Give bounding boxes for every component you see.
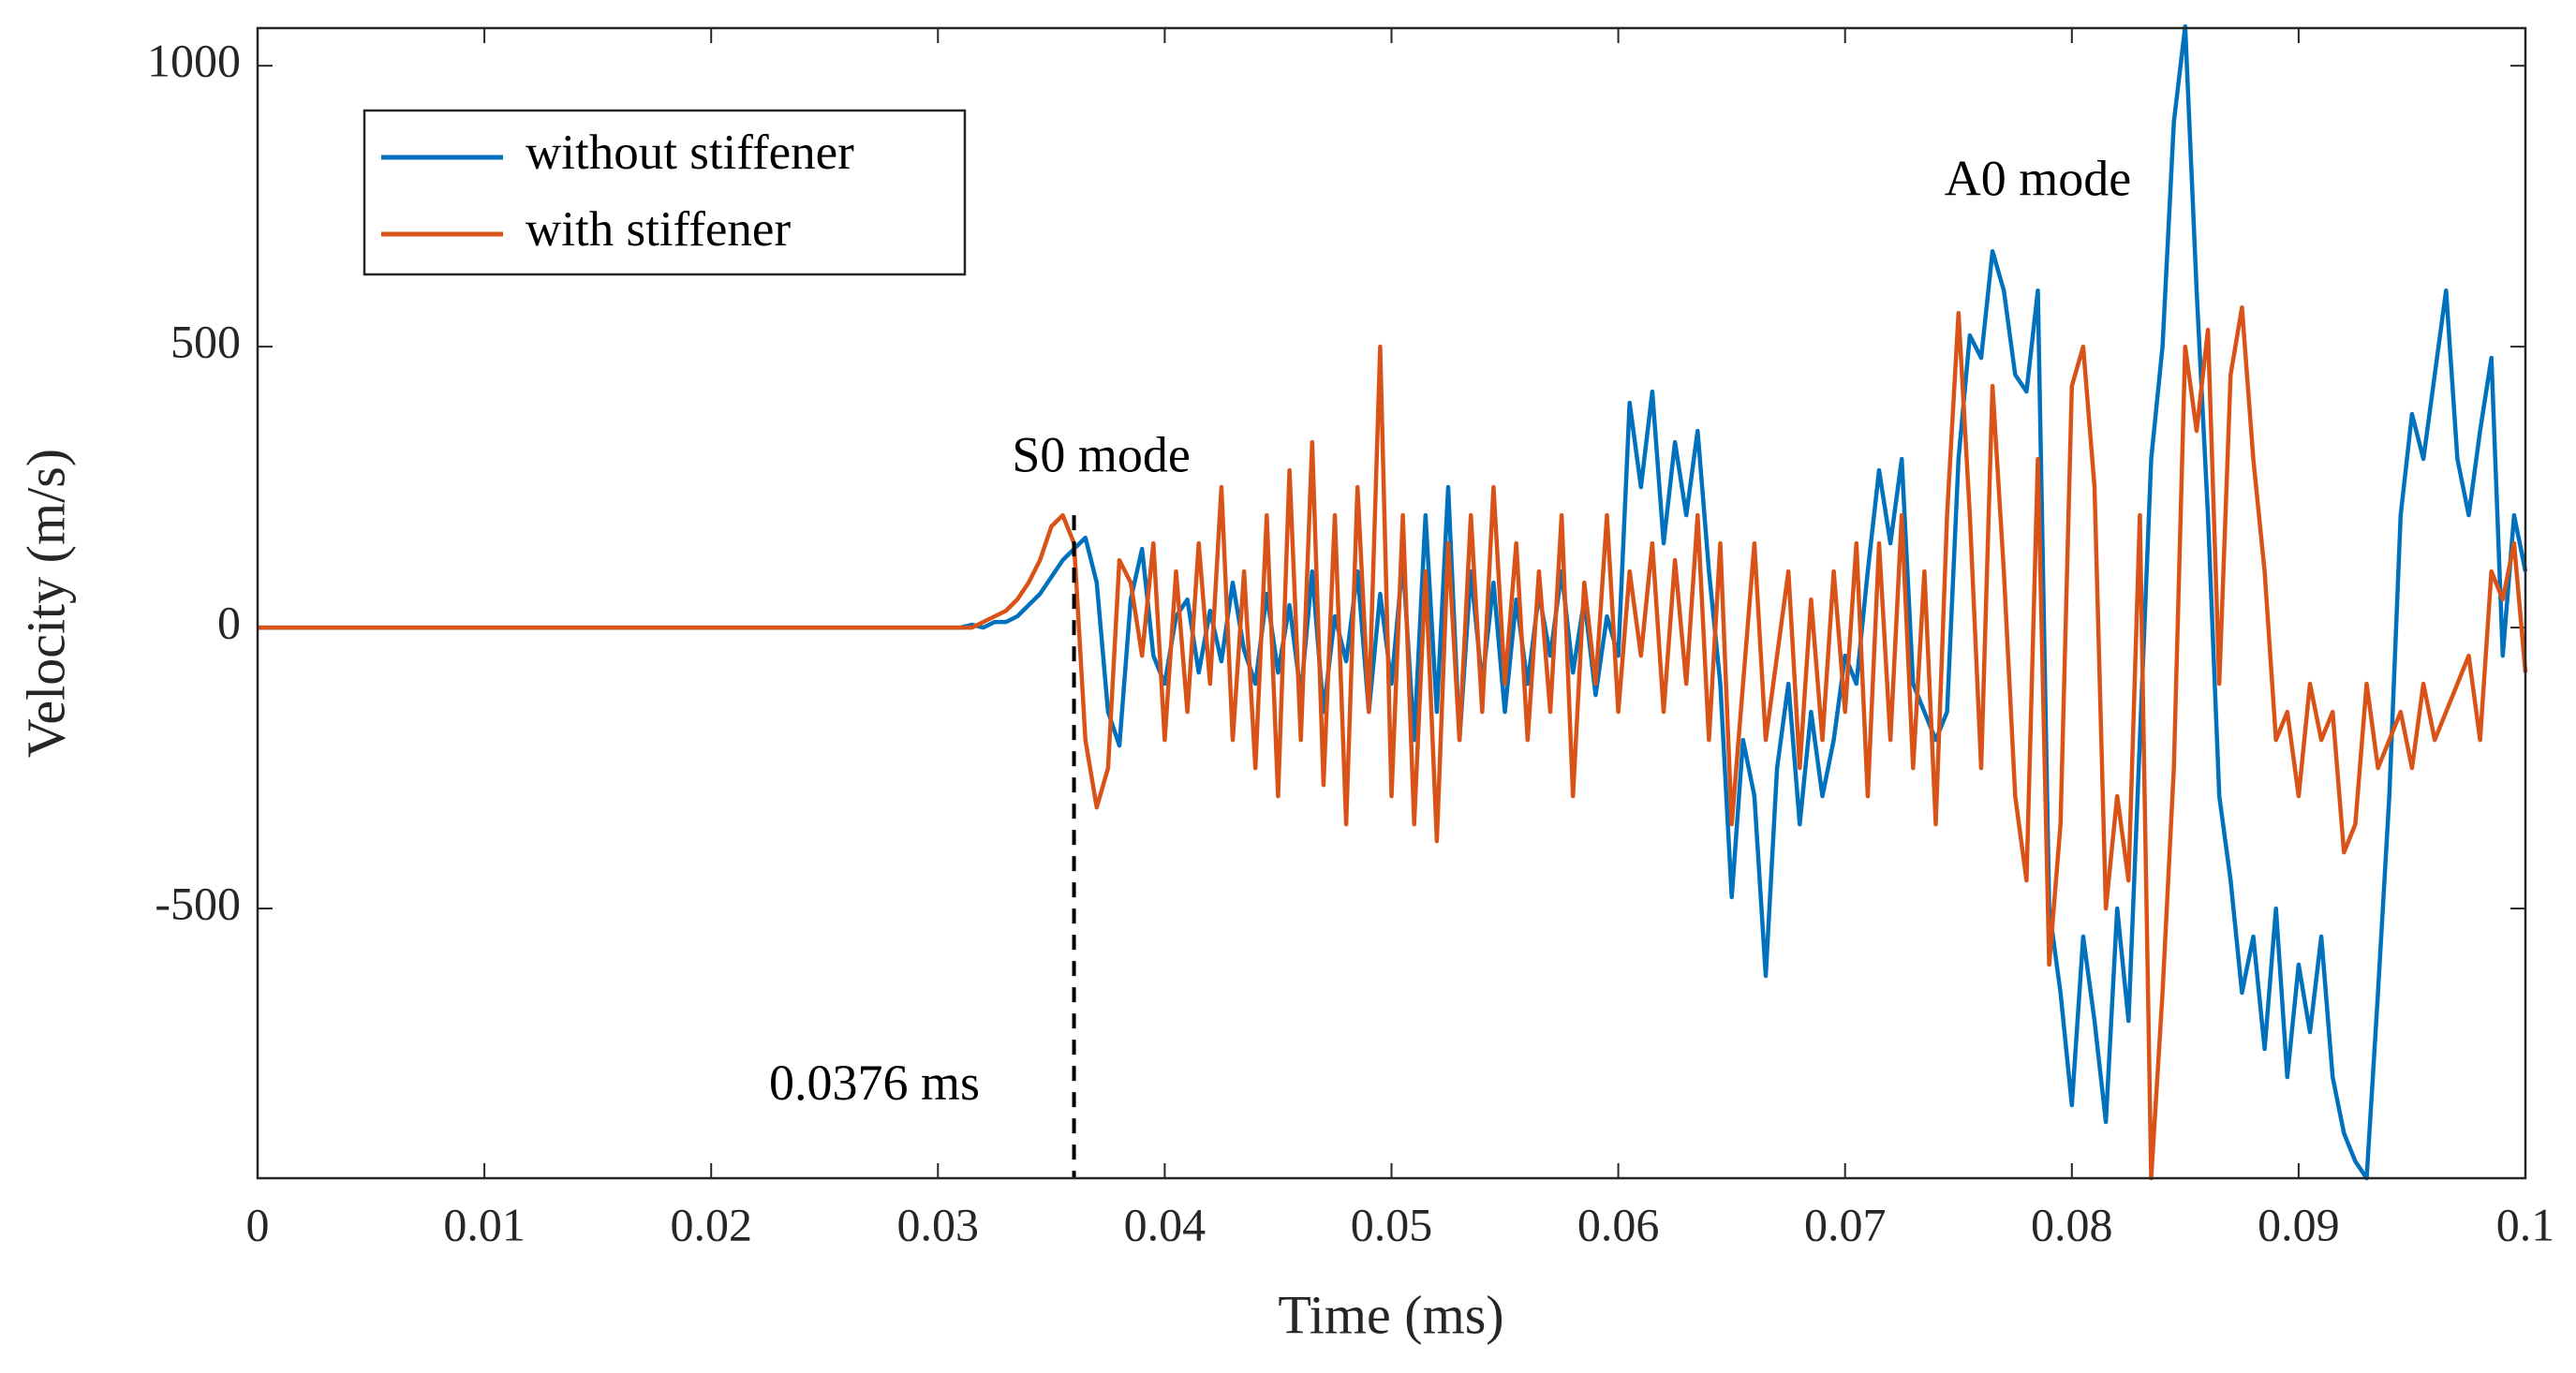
x-tick-label: 0.08 bbox=[2031, 1198, 2113, 1250]
x-tick-label: 0.03 bbox=[897, 1198, 980, 1250]
y-tick-label: 1000 bbox=[147, 35, 241, 87]
x-tick-label: 0.02 bbox=[670, 1198, 752, 1250]
y-tick-label: -500 bbox=[155, 878, 241, 930]
series-line bbox=[258, 304, 2528, 1181]
y-tick-label: 0 bbox=[217, 597, 241, 649]
x-axis-label: Time (ms) bbox=[1278, 1284, 1503, 1345]
legend-box bbox=[363, 109, 967, 276]
x-tick-label: 0.07 bbox=[1804, 1198, 1887, 1250]
x-tick-label: 0.01 bbox=[443, 1198, 526, 1250]
y-axis-label: Velocity (m/s) bbox=[15, 449, 76, 758]
legend-label: without stiffener bbox=[526, 125, 854, 180]
y-tick-label: 500 bbox=[170, 316, 241, 368]
plot-frame bbox=[256, 26, 2527, 1180]
annotation: A0 mode bbox=[1945, 151, 2131, 207]
x-tick-label: 0.09 bbox=[2258, 1198, 2340, 1250]
annotation: S0 mode bbox=[1012, 427, 1191, 483]
x-tick-label: 0 bbox=[246, 1198, 270, 1250]
legend-label: with stiffener bbox=[526, 202, 791, 257]
annotation: 0.0376 ms bbox=[769, 1055, 980, 1111]
x-tick-label: 0.05 bbox=[1351, 1198, 1433, 1250]
x-tick-label: 0.04 bbox=[1124, 1198, 1207, 1250]
x-tick-label: 0.1 bbox=[2496, 1198, 2555, 1250]
x-tick-label: 0.06 bbox=[1577, 1198, 1660, 1250]
